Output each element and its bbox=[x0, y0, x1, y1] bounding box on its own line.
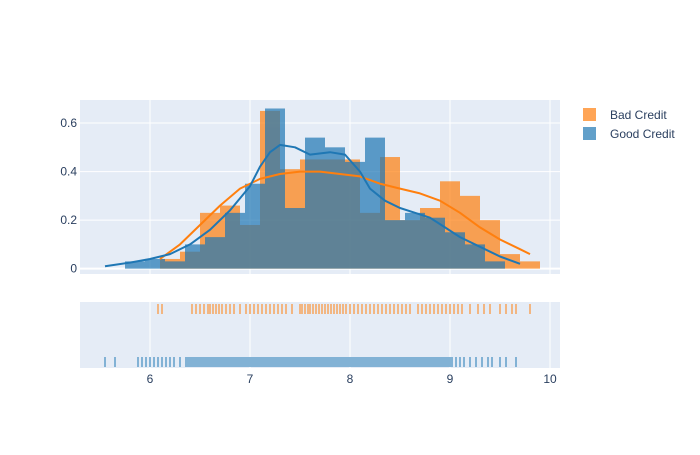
histogram-bar[interactable] bbox=[365, 137, 385, 269]
histogram-bar[interactable] bbox=[285, 207, 305, 269]
histogram-series-good-credit bbox=[125, 108, 505, 269]
histogram-bar[interactable] bbox=[205, 237, 225, 269]
histogram-bar[interactable] bbox=[265, 108, 285, 269]
histogram-bar[interactable] bbox=[165, 261, 185, 269]
histogram-bar[interactable] bbox=[425, 217, 445, 269]
x-tick-label: 10 bbox=[543, 372, 557, 386]
legend-item-bad-credit[interactable]: Bad Credit bbox=[583, 108, 667, 122]
histogram-bar[interactable] bbox=[405, 212, 425, 269]
histogram-bar[interactable] bbox=[385, 220, 405, 269]
histogram-bar[interactable] bbox=[185, 244, 205, 269]
histogram-bar[interactable] bbox=[465, 244, 485, 269]
y-tick-label: 0.4 bbox=[60, 165, 77, 179]
histogram-bar[interactable] bbox=[520, 261, 540, 269]
x-tick-label: 7 bbox=[247, 372, 254, 386]
kde-curve[interactable] bbox=[104, 143, 521, 268]
rug-series-bad-credit bbox=[157, 304, 531, 314]
legend-label: Good Credit bbox=[610, 127, 675, 141]
rug-series-good-credit bbox=[104, 357, 517, 367]
kde-curve[interactable] bbox=[159, 170, 531, 260]
histogram-plot-area: 0 0.2 0.4 0.6 bbox=[60, 100, 560, 276]
x-tick-label: 8 bbox=[347, 372, 354, 386]
legend-swatch bbox=[583, 108, 596, 121]
legend-item-good-credit[interactable]: Good Credit bbox=[583, 127, 675, 141]
rug-plot-area: 6 7 8 9 10 bbox=[80, 302, 560, 386]
histogram-bar[interactable] bbox=[345, 161, 365, 269]
legend: Bad Credit Good Credit bbox=[583, 108, 675, 141]
histogram-bar[interactable] bbox=[485, 261, 505, 269]
histogram-bar[interactable] bbox=[305, 137, 325, 269]
histogram-bar[interactable] bbox=[225, 212, 245, 269]
legend-swatch bbox=[583, 127, 596, 140]
x-tick-label: 9 bbox=[447, 372, 454, 386]
legend-label: Bad Credit bbox=[610, 108, 667, 122]
y-tick-label: 0.6 bbox=[60, 116, 77, 130]
histogram-bar[interactable] bbox=[145, 258, 165, 269]
histogram-bar[interactable] bbox=[125, 261, 145, 269]
x-tick-label: 6 bbox=[147, 372, 154, 386]
histogram-bar[interactable] bbox=[325, 147, 345, 269]
histogram-bar[interactable] bbox=[245, 183, 265, 269]
y-tick-label: 0 bbox=[70, 262, 77, 276]
y-tick-label: 0.2 bbox=[60, 213, 77, 227]
histogram-bar[interactable] bbox=[445, 232, 465, 269]
